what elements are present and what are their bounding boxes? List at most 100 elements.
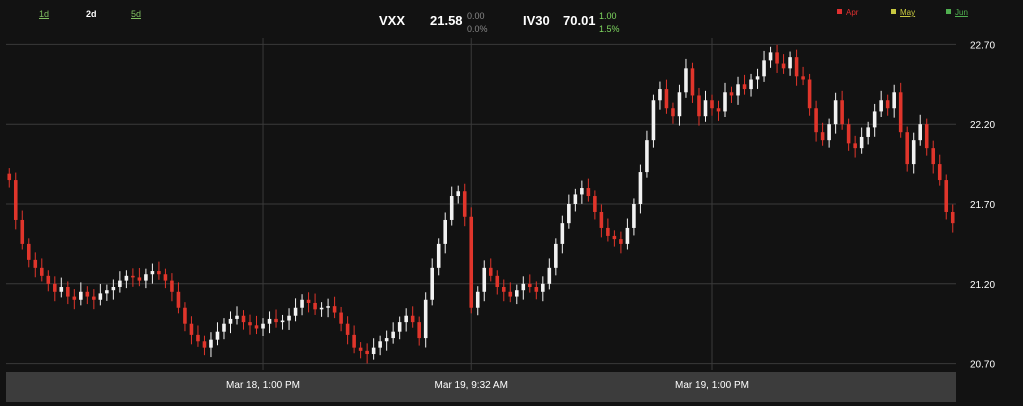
- candle-body: [762, 60, 766, 77]
- candle-body: [111, 287, 116, 291]
- candle-body: [716, 108, 721, 112]
- candle: [397, 316, 402, 340]
- candle: [781, 54, 786, 74]
- candle-body: [13, 180, 18, 220]
- candle: [547, 258, 552, 290]
- candle: [801, 66, 805, 86]
- range-1d-button[interactable]: 1d: [39, 9, 50, 19]
- range-5d-button[interactable]: 5d: [131, 9, 142, 19]
- candle-body: [241, 315, 246, 323]
- candle: [137, 268, 142, 287]
- y-tick-label: 22.20: [970, 120, 995, 131]
- candle: [723, 82, 727, 118]
- candle: [39, 258, 44, 282]
- candle-body: [859, 136, 864, 149]
- candle: [625, 218, 630, 250]
- candle: [638, 164, 643, 214]
- candle-body: [332, 306, 337, 313]
- candle-body: [801, 76, 805, 80]
- candle: [98, 283, 103, 306]
- candle: [345, 316, 350, 345]
- y-tick-label: 22.70: [970, 40, 995, 51]
- candle-body: [475, 291, 480, 308]
- candle: [131, 268, 135, 287]
- candle-body: [807, 79, 812, 109]
- candle: [612, 230, 617, 247]
- candle: [573, 188, 578, 212]
- candle-body: [501, 287, 506, 292]
- candle: [20, 210, 25, 250]
- candle-body: [937, 164, 942, 181]
- candle: [508, 282, 513, 303]
- candle-body: [658, 89, 662, 101]
- candle-body: [20, 219, 25, 244]
- candle: [150, 263, 155, 284]
- candle-body: [495, 275, 500, 287]
- candle: [541, 276, 545, 302]
- candle-body: [280, 320, 285, 323]
- candle-body: [365, 350, 369, 355]
- candle: [632, 198, 636, 236]
- candle-body: [371, 347, 376, 355]
- candle-body: [137, 277, 142, 281]
- candle: [521, 276, 526, 300]
- candle: [911, 132, 916, 174]
- candle-body: [215, 331, 220, 340]
- range-2d-button[interactable]: 2d: [86, 9, 97, 19]
- candle: [820, 122, 825, 146]
- legend-jun[interactable]: Jun: [946, 8, 968, 17]
- candles: [7, 44, 955, 364]
- candle: [807, 73, 812, 116]
- candle-body: [118, 280, 122, 287]
- candle-body: [488, 267, 493, 276]
- candle-body: [124, 275, 129, 281]
- candle: [313, 293, 317, 315]
- candle: [144, 268, 148, 289]
- legend-may[interactable]: May: [891, 8, 915, 17]
- candle: [469, 207, 474, 314]
- candle: [209, 332, 213, 358]
- candle-body: [541, 283, 545, 292]
- y-tick-label: 20.70: [970, 360, 995, 371]
- candle: [306, 292, 311, 313]
- candle-body: [306, 299, 311, 303]
- candle-body: [274, 318, 278, 323]
- candle-body: [39, 267, 44, 276]
- candle-body: [66, 287, 70, 297]
- candle-body: [105, 290, 109, 294]
- candle: [736, 76, 740, 105]
- candle-body: [98, 293, 103, 300]
- legend-may-swatch: [891, 9, 896, 14]
- candle-body: [443, 219, 448, 244]
- candle: [872, 103, 877, 137]
- candle: [482, 260, 487, 302]
- candle: [202, 335, 207, 356]
- candle-body: [768, 52, 773, 61]
- candle-body: [755, 76, 760, 80]
- candle: [436, 238, 441, 276]
- candle-body: [248, 322, 252, 326]
- candle-body: [254, 325, 259, 329]
- legend-apr[interactable]: Apr: [837, 8, 858, 17]
- candle-body: [729, 92, 734, 96]
- candle-body: [775, 52, 779, 64]
- candle-body: [384, 338, 389, 342]
- candle: [866, 121, 870, 145]
- candle-body: [742, 84, 747, 90]
- candle-body: [697, 95, 701, 117]
- legend-may-label: May: [900, 8, 916, 17]
- candle-body: [170, 280, 174, 292]
- candle-body: [612, 235, 617, 240]
- candle-body: [469, 216, 474, 308]
- candle-body: [632, 204, 636, 228]
- candle-body: [261, 323, 265, 329]
- candle: [534, 281, 539, 300]
- candle: [651, 94, 656, 148]
- y-axis-labels: 20.70 21.20 21.70 22.20 22.70: [970, 40, 995, 370]
- candle-body: [892, 92, 896, 109]
- candle-body: [625, 227, 630, 244]
- candle-body: [820, 132, 825, 141]
- candle: [111, 279, 116, 300]
- iv30-change-pct: 1.5%: [599, 24, 620, 34]
- candle: [475, 286, 480, 316]
